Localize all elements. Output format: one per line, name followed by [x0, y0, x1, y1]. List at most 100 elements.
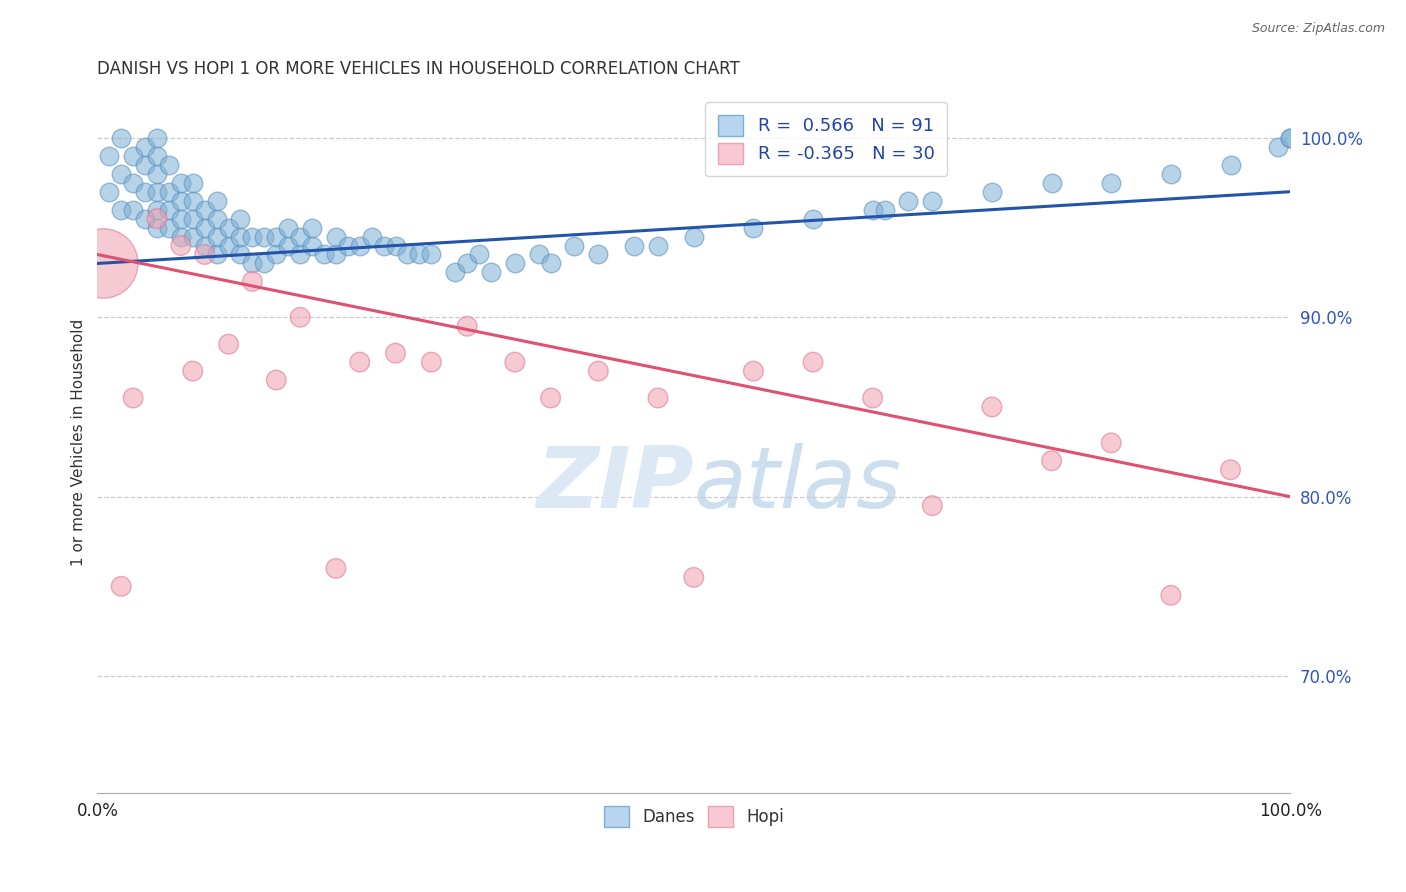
Point — [981, 185, 1004, 199]
Point — [897, 194, 920, 208]
Point — [862, 391, 884, 405]
Point — [1160, 588, 1182, 602]
Point — [122, 149, 145, 163]
Point — [1219, 463, 1241, 477]
Point — [157, 158, 180, 172]
Point — [873, 202, 896, 217]
Point — [384, 346, 406, 360]
Point — [170, 176, 193, 190]
Point — [682, 229, 704, 244]
Point — [921, 499, 943, 513]
Point — [181, 211, 204, 226]
Point — [253, 256, 276, 270]
Point — [146, 185, 169, 199]
Point — [194, 220, 217, 235]
Point — [194, 238, 217, 252]
Point — [647, 391, 669, 405]
Point — [146, 149, 169, 163]
Text: Source: ZipAtlas.com: Source: ZipAtlas.com — [1251, 22, 1385, 36]
Point — [288, 229, 311, 244]
Point — [301, 220, 323, 235]
Point — [742, 220, 765, 235]
Point — [1279, 131, 1302, 145]
Point — [801, 211, 824, 226]
Point — [456, 256, 478, 270]
Point — [253, 229, 276, 244]
Point — [98, 185, 121, 199]
Point — [325, 247, 347, 261]
Point — [264, 247, 287, 261]
Point — [277, 238, 299, 252]
Point — [420, 355, 443, 369]
Point — [336, 238, 359, 252]
Y-axis label: 1 or more Vehicles in Household: 1 or more Vehicles in Household — [72, 319, 86, 566]
Point — [801, 355, 824, 369]
Point — [170, 211, 193, 226]
Point — [384, 238, 406, 252]
Point — [242, 256, 264, 270]
Point — [420, 247, 443, 261]
Point — [194, 202, 217, 217]
Point — [229, 229, 252, 244]
Point — [682, 570, 704, 584]
Text: ZIP: ZIP — [536, 443, 693, 526]
Point — [242, 274, 264, 288]
Point — [312, 247, 335, 261]
Point — [1279, 131, 1302, 145]
Point — [205, 194, 228, 208]
Point — [146, 202, 169, 217]
Point — [110, 579, 132, 593]
Point — [468, 247, 491, 261]
Point — [1160, 167, 1182, 181]
Point — [229, 247, 252, 261]
Point — [456, 319, 478, 334]
Point — [1099, 435, 1122, 450]
Text: DANISH VS HOPI 1 OR MORE VEHICLES IN HOUSEHOLD CORRELATION CHART: DANISH VS HOPI 1 OR MORE VEHICLES IN HOU… — [97, 60, 740, 78]
Point — [181, 194, 204, 208]
Point — [181, 364, 204, 378]
Point — [921, 194, 943, 208]
Point — [1040, 176, 1063, 190]
Point — [205, 247, 228, 261]
Point — [742, 364, 765, 378]
Point — [588, 364, 610, 378]
Point — [110, 131, 132, 145]
Legend: Danes, Hopi: Danes, Hopi — [598, 799, 790, 833]
Point — [349, 355, 371, 369]
Point — [288, 247, 311, 261]
Point — [122, 176, 145, 190]
Point — [170, 229, 193, 244]
Point — [325, 561, 347, 575]
Point — [170, 194, 193, 208]
Point — [540, 256, 562, 270]
Point — [264, 229, 287, 244]
Point — [242, 229, 264, 244]
Point — [325, 229, 347, 244]
Point — [157, 220, 180, 235]
Point — [122, 391, 145, 405]
Point — [396, 247, 419, 261]
Point — [540, 391, 562, 405]
Point — [218, 337, 240, 351]
Point — [218, 220, 240, 235]
Point — [301, 238, 323, 252]
Point — [277, 220, 299, 235]
Point — [349, 238, 371, 252]
Point — [181, 229, 204, 244]
Point — [588, 247, 610, 261]
Point — [503, 355, 526, 369]
Point — [444, 265, 467, 279]
Point — [194, 247, 217, 261]
Point — [157, 202, 180, 217]
Point — [503, 256, 526, 270]
Point — [218, 238, 240, 252]
Point — [527, 247, 550, 261]
Point — [170, 238, 193, 252]
Point — [288, 310, 311, 325]
Point — [647, 238, 669, 252]
Point — [134, 140, 156, 154]
Point — [134, 211, 156, 226]
Point — [479, 265, 502, 279]
Point — [122, 202, 145, 217]
Point — [98, 149, 121, 163]
